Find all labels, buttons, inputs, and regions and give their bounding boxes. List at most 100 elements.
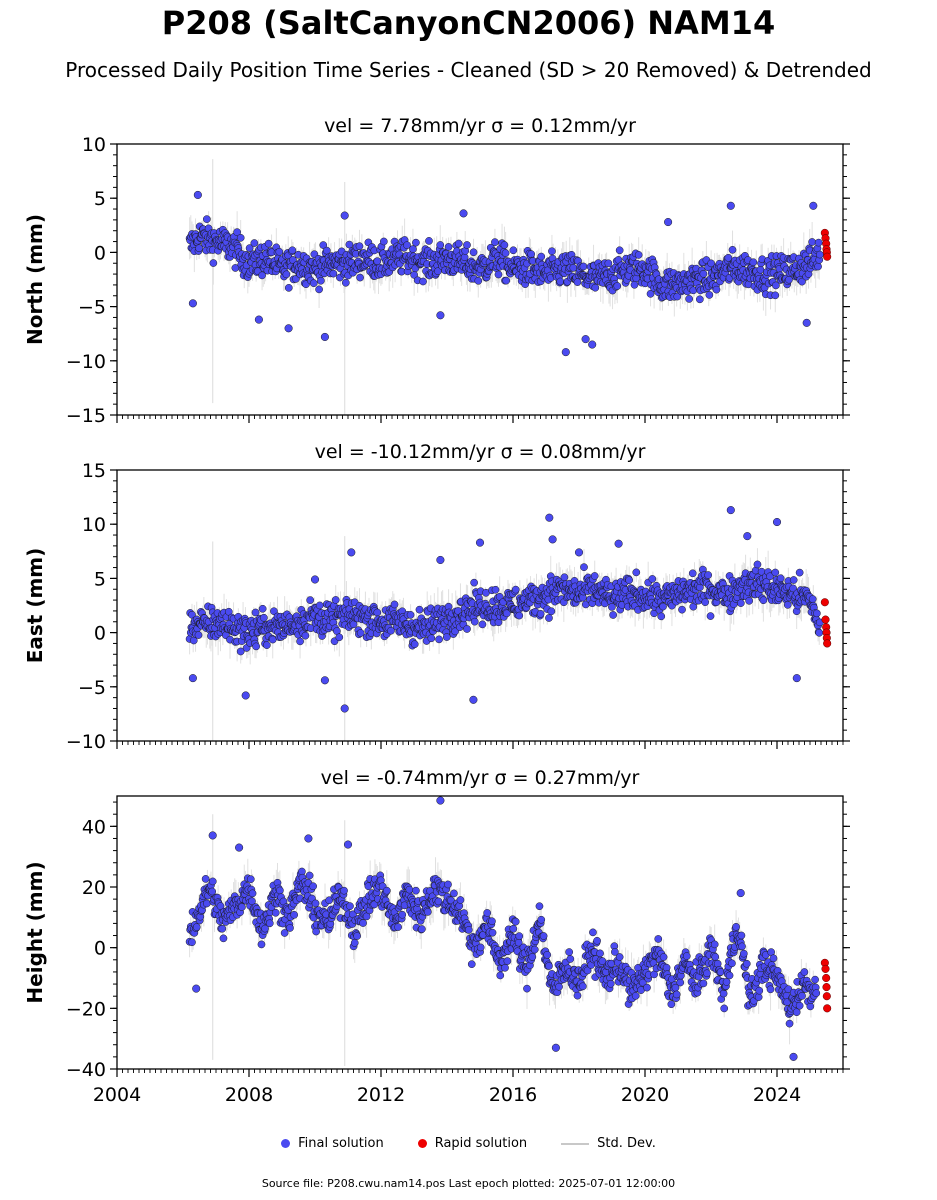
final-solution-point	[264, 239, 273, 248]
final-solution-point	[523, 984, 531, 993]
final-solution-point	[444, 243, 453, 251]
final-solution-point	[436, 241, 445, 249]
final-solution-point	[743, 532, 752, 541]
final-solution-point	[456, 896, 465, 904]
final-solution-point	[614, 539, 623, 548]
y-tick-label: 10	[82, 134, 106, 156]
y-tick-label: −15	[66, 405, 106, 427]
final-solution-point	[340, 704, 349, 713]
final-solution-point	[257, 940, 266, 949]
final-solution-point	[355, 242, 364, 251]
final-solution-point	[250, 239, 259, 247]
final-solution-point	[394, 923, 402, 931]
final-solution-point	[241, 691, 250, 700]
chart-panel-1: vel = 7.78mm/yr σ = 0.12mm/yr North (mm) 1…	[23, 115, 850, 427]
final-solution-point	[545, 513, 554, 522]
final-solution-point	[496, 971, 505, 980]
final-solution-point	[346, 902, 354, 910]
final-solution-point	[815, 250, 824, 259]
panel-title: vel = -0.74mm/yr σ = 0.27mm/yr	[321, 767, 640, 789]
final-solution-point	[712, 285, 721, 294]
final-solution-point	[309, 882, 318, 891]
final-solution-point	[305, 871, 314, 880]
y-tick-label: 15	[82, 460, 106, 482]
final-solution-point	[573, 991, 582, 1000]
std-dev-bars	[189, 536, 820, 741]
final-solution-point	[246, 875, 255, 884]
final-solution-point	[509, 246, 518, 255]
final-solution-point	[808, 595, 817, 603]
final-solution-point	[749, 258, 758, 267]
final-solution-point	[258, 604, 267, 613]
final-solution-point	[545, 614, 553, 622]
final-solution-point	[707, 259, 715, 268]
final-solution-point	[596, 949, 604, 958]
final-solution-point	[537, 252, 546, 261]
final-solution-point	[705, 291, 714, 299]
final-solution-point	[646, 289, 655, 298]
final-solution-point	[296, 637, 304, 646]
final-solution-point	[275, 247, 284, 256]
final-solution-point	[688, 569, 697, 578]
final-solution-point	[251, 608, 260, 617]
final-solution-point	[625, 576, 634, 584]
final-solution-point	[574, 548, 584, 557]
final-solution-point	[356, 273, 364, 282]
final-solution-point	[201, 875, 210, 883]
final-solution-point	[579, 262, 588, 271]
final-solution-point	[501, 249, 510, 257]
final-solution-point	[528, 953, 537, 961]
final-solution-point	[188, 674, 197, 683]
final-solution-point	[310, 575, 320, 584]
final-solution-point	[537, 915, 546, 924]
final-solution-point	[771, 291, 780, 300]
final-solution-point	[390, 600, 399, 609]
final-solution-point	[556, 277, 565, 286]
final-solution-point	[813, 609, 821, 618]
final-solution-point	[673, 292, 682, 301]
final-solution-point	[425, 237, 433, 245]
final-solution-point	[340, 211, 349, 220]
final-solution-point	[382, 886, 391, 895]
final-solution-point	[494, 270, 503, 279]
final-solution-point	[410, 640, 419, 649]
final-solution-point	[359, 919, 367, 927]
final-solution-point	[329, 269, 338, 278]
y-tick-label: 5	[94, 188, 106, 210]
final-solution-point	[766, 572, 774, 581]
final-solution-point	[808, 238, 816, 246]
final-solution-point	[192, 923, 201, 931]
final-solution-point	[412, 238, 420, 247]
final-solution-point	[470, 617, 479, 626]
final-solution-point	[772, 517, 782, 527]
final-solution-point	[233, 228, 241, 237]
final-solution-point	[527, 250, 536, 258]
final-solution-point	[488, 917, 496, 926]
final-solution-point	[463, 625, 471, 633]
final-solution-point	[580, 563, 588, 572]
final-solution-point	[615, 246, 624, 255]
final-solution-point	[789, 584, 797, 593]
final-solution-point	[502, 609, 511, 618]
final-solution-point	[406, 611, 415, 619]
final-solution-point	[218, 924, 227, 933]
final-solution-point	[238, 903, 246, 911]
final-solution-point	[630, 280, 639, 289]
final-solution-point	[403, 241, 411, 250]
final-solution-point	[478, 620, 487, 629]
final-solution-point	[701, 598, 710, 607]
final-solution-point	[459, 209, 468, 218]
final-solution-point	[202, 215, 211, 223]
final-solution-point	[202, 899, 211, 908]
final-solution-point	[286, 924, 294, 932]
final-solution-point	[356, 629, 365, 637]
final-solution-point	[312, 927, 320, 936]
final-solution-point	[789, 576, 798, 584]
final-solution-point	[500, 241, 509, 249]
y-tick-label: −5	[78, 677, 106, 699]
final-solution-point	[548, 247, 556, 256]
final-solution-point	[436, 311, 445, 320]
final-solution-point	[320, 676, 329, 685]
y-tick-label: −10	[66, 731, 106, 753]
final-solution-point	[248, 897, 256, 906]
